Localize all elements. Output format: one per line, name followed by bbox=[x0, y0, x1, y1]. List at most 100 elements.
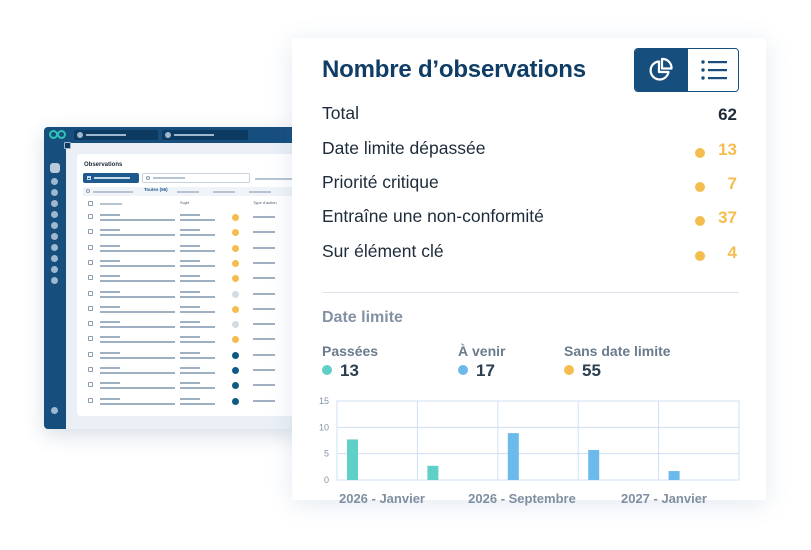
search-input[interactable] bbox=[142, 173, 250, 183]
row-text-placeholder bbox=[180, 351, 200, 354]
row-text-placeholder bbox=[180, 305, 200, 308]
column-header-placeholder[interactable] bbox=[100, 203, 122, 205]
y-tick-label: 15 bbox=[319, 396, 329, 406]
table-row[interactable] bbox=[83, 226, 304, 241]
deadline-section-title: Date limite bbox=[322, 309, 403, 326]
legend-item-past: Passées 13 bbox=[322, 343, 379, 380]
view-tab-placeholder[interactable] bbox=[93, 191, 133, 193]
column-header-action-type[interactable]: Type d’action bbox=[253, 200, 277, 205]
site-selector[interactable] bbox=[162, 130, 248, 140]
list-view-button[interactable] bbox=[687, 49, 738, 91]
row-checkbox[interactable] bbox=[88, 290, 93, 296]
sidebar-nav-icon[interactable] bbox=[51, 222, 58, 229]
row-checkbox[interactable] bbox=[88, 397, 93, 403]
row-status-dot bbox=[232, 382, 239, 390]
sidebar-nav-icon[interactable] bbox=[51, 189, 58, 196]
row-checkbox[interactable] bbox=[88, 244, 93, 250]
sidebar-nav-icon[interactable] bbox=[51, 211, 58, 218]
row-text-placeholder bbox=[253, 384, 275, 387]
stat-label: Sur élément clé bbox=[322, 241, 444, 261]
legend-value: 17 bbox=[458, 361, 495, 381]
row-text-placeholder bbox=[253, 399, 275, 402]
chart-view-button[interactable] bbox=[635, 49, 687, 91]
table-row[interactable] bbox=[83, 318, 304, 333]
row-checkbox[interactable] bbox=[88, 321, 93, 327]
sidebar-nav-icon[interactable] bbox=[51, 244, 58, 251]
row-text-placeholder bbox=[100, 351, 120, 354]
sidebar-nav-icon[interactable] bbox=[51, 255, 58, 262]
legend-dot bbox=[458, 365, 468, 375]
row-text-placeholder bbox=[253, 261, 275, 264]
stat-value: 4 bbox=[727, 243, 737, 262]
row-text-placeholder bbox=[180, 356, 215, 359]
table-row[interactable] bbox=[83, 211, 304, 226]
row-status-dot bbox=[232, 214, 239, 221]
select-all-checkbox[interactable] bbox=[88, 201, 93, 206]
table-row[interactable] bbox=[83, 379, 304, 394]
table-row[interactable] bbox=[83, 242, 304, 257]
row-checkbox[interactable] bbox=[88, 367, 93, 372]
row-status-dot bbox=[232, 321, 239, 329]
sidebar-nav-icon[interactable] bbox=[51, 200, 58, 207]
row-text-placeholder bbox=[100, 249, 175, 252]
table-row[interactable] bbox=[83, 333, 304, 348]
row-checkbox[interactable] bbox=[88, 214, 93, 219]
table-row[interactable] bbox=[83, 272, 304, 287]
table-header: Sujet Type d’action bbox=[83, 200, 304, 208]
row-text-placeholder bbox=[253, 231, 275, 234]
view-tab-placeholder[interactable] bbox=[249, 191, 271, 193]
sidebar-nav-icon[interactable] bbox=[51, 266, 58, 273]
panel-title: Nombre d’observations bbox=[322, 56, 586, 83]
tab-all[interactable]: Toutes (56) bbox=[144, 187, 168, 192]
sidebar-nav-icon[interactable] bbox=[51, 178, 58, 185]
stat-row-critical-priority: Priorité critique 7 bbox=[322, 172, 737, 198]
table-row[interactable] bbox=[83, 364, 304, 379]
sidebar-nav-icon[interactable] bbox=[51, 233, 58, 240]
view-tab-placeholder[interactable] bbox=[177, 191, 199, 193]
legend-item-upcoming: À venir 17 bbox=[458, 343, 506, 380]
row-text-placeholder bbox=[180, 382, 200, 385]
legend-name: À venir bbox=[458, 343, 506, 359]
legend-name: Passées bbox=[322, 343, 379, 359]
column-header-subject[interactable]: Sujet bbox=[180, 200, 190, 205]
sidebar-nav-icon[interactable] bbox=[51, 277, 58, 284]
row-checkbox[interactable] bbox=[88, 336, 93, 342]
row-status-dot bbox=[232, 336, 239, 344]
sidebar-home-icon[interactable] bbox=[50, 163, 60, 173]
row-checkbox[interactable] bbox=[88, 275, 93, 281]
sidebar-user-icon[interactable] bbox=[51, 407, 58, 414]
row-text-placeholder bbox=[100, 382, 120, 385]
filter-button[interactable] bbox=[83, 173, 139, 183]
row-text-placeholder bbox=[180, 259, 200, 262]
stat-row-total: Total 62 bbox=[322, 103, 737, 129]
row-text-placeholder bbox=[100, 244, 120, 247]
row-text-placeholder bbox=[180, 275, 200, 278]
stat-value: 13 bbox=[718, 140, 737, 159]
row-text-placeholder bbox=[180, 234, 215, 237]
table-row[interactable] bbox=[83, 349, 304, 364]
row-checkbox[interactable] bbox=[88, 259, 93, 265]
row-checkbox[interactable] bbox=[88, 351, 93, 357]
project-selector[interactable] bbox=[74, 130, 158, 140]
row-text-placeholder bbox=[100, 229, 120, 232]
y-tick-label: 0 bbox=[324, 475, 329, 485]
table-row[interactable] bbox=[83, 395, 304, 410]
row-text-placeholder bbox=[180, 326, 215, 329]
stat-label: Entraîne une non-conformité bbox=[322, 206, 544, 226]
section-divider bbox=[322, 292, 739, 293]
table-row[interactable] bbox=[83, 257, 304, 272]
x-tick-label: 2026 - Janvier bbox=[339, 491, 425, 506]
row-checkbox[interactable] bbox=[88, 229, 93, 235]
stat-label: Priorité critique bbox=[322, 172, 439, 192]
row-checkbox[interactable] bbox=[88, 305, 93, 311]
view-tab-placeholder[interactable] bbox=[213, 191, 235, 193]
row-text-placeholder bbox=[100, 336, 120, 339]
table-row[interactable] bbox=[83, 303, 304, 318]
table-row[interactable] bbox=[83, 288, 304, 303]
chart-frame bbox=[336, 400, 740, 481]
stat-dot bbox=[695, 216, 705, 226]
sidebar-collapse-toggle[interactable] bbox=[64, 142, 71, 149]
row-checkbox[interactable] bbox=[88, 382, 93, 388]
background-app-mockup: Observations Toutes (56) Sujet Type d’ac… bbox=[44, 127, 304, 429]
row-text-placeholder bbox=[180, 280, 215, 283]
